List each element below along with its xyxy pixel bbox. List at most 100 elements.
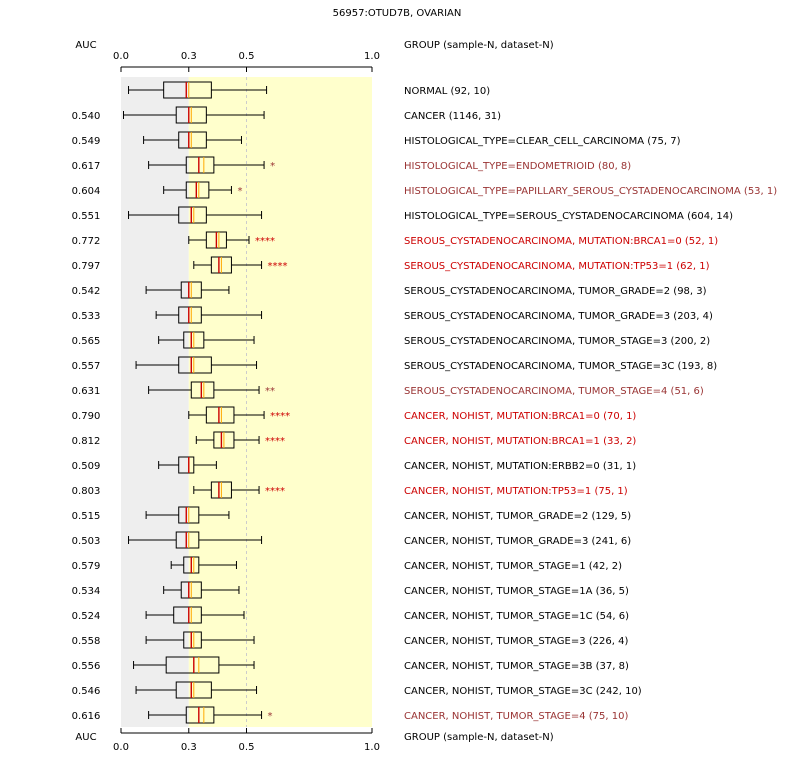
group-label: SEROUS_CYSTADENOCARCINOMA, MUTATION:TP53… <box>404 261 710 272</box>
row: 0.556 CANCER, NOHIST, TUMOR_STAGE=3B (37,… <box>72 656 629 674</box>
significance-stars: * <box>237 186 242 197</box>
group-label: CANCER, NOHIST, MUTATION:BRCA1=0 (70, 1) <box>404 411 636 422</box>
iqr-box <box>183 631 202 649</box>
group-label: CANCER, NOHIST, MUTATION:ERBB2=0 (31, 1) <box>404 461 636 472</box>
group-label: CANCER, NOHIST, TUMOR_STAGE=4 (75, 10) <box>404 711 628 722</box>
axis-tick-label: 0.0 <box>113 742 129 753</box>
auc-value: 0.556 <box>72 661 101 672</box>
significance-stars: * <box>270 161 275 172</box>
significance-stars: ** <box>265 386 275 397</box>
row: 0.534 CANCER, NOHIST, TUMOR_STAGE=1A (36,… <box>72 581 629 599</box>
row: 0.617 * HISTOLOGICAL_TYPE=ENDOMETRIOID (80… <box>72 156 631 174</box>
significance-stars: **** <box>265 436 285 447</box>
auc-value: 0.509 <box>72 461 101 472</box>
axis-tick-label: 0.5 <box>239 51 255 62</box>
row: 0.772 **** SEROUS_CYSTADENOCARCINOMA, MUTA… <box>72 231 718 249</box>
axis-tick-label: 0.5 <box>239 742 255 753</box>
row: 0.549 HISTOLOGICAL_TYPE=CLEAR_CELL_CARCIN… <box>72 131 681 149</box>
auc-value: 0.524 <box>72 611 101 622</box>
iqr-box <box>178 206 207 224</box>
iqr-box <box>163 81 212 99</box>
iqr-box <box>185 181 210 199</box>
auc-value: 0.803 <box>72 486 101 497</box>
bg-below-threshold <box>121 77 189 727</box>
iqr-box <box>178 456 195 474</box>
row: 0.604 * HISTOLOGICAL_TYPE=PAPILLARY_SEROUS… <box>72 181 777 199</box>
group-label: CANCER, NOHIST, TUMOR_STAGE=3B (37, 8) <box>404 661 629 672</box>
iqr-box <box>178 306 202 324</box>
x-axis-bottom: 0.0 0.3 0.5 1.0 <box>113 728 380 753</box>
auc-value: 0.542 <box>72 286 101 297</box>
row: 0.812 **** CANCER, NOHIST, MUTATION:BRCA1=… <box>72 431 636 449</box>
row: 0.515 CANCER, NOHIST, TUMOR_GRADE=2 (129,… <box>72 506 631 524</box>
auc-value: 0.631 <box>72 386 101 397</box>
row: 0.557 SEROUS_CYSTADENOCARCINOMA, TUMOR_ST… <box>72 356 717 374</box>
axis-tick-label: 0.3 <box>181 742 197 753</box>
row: 0.503 CANCER, NOHIST, TUMOR_GRADE=3 (241,… <box>72 531 631 549</box>
auc-value: 0.546 <box>72 686 101 697</box>
auc-value: 0.617 <box>72 161 101 172</box>
auc-header-bottom: AUC <box>75 732 96 743</box>
plot-background <box>121 77 372 727</box>
iqr-box <box>178 131 207 149</box>
row: 0.542 SEROUS_CYSTADENOCARCINOMA, TUMOR_GR… <box>72 281 707 299</box>
group-label: SEROUS_CYSTADENOCARCINOMA, TUMOR_STAGE=3… <box>404 336 710 347</box>
group-label: CANCER, NOHIST, TUMOR_STAGE=1A (36, 5) <box>404 586 629 597</box>
auc-value: 0.557 <box>72 361 101 372</box>
significance-stars: * <box>268 711 273 722</box>
iqr-box <box>185 706 215 724</box>
group-label: NORMAL (92, 10) <box>404 86 490 97</box>
group-label: HISTOLOGICAL_TYPE=CLEAR_CELL_CARCINOMA (… <box>404 136 681 147</box>
row: 0.546 CANCER, NOHIST, TUMOR_STAGE=3C (242… <box>72 681 642 699</box>
auc-value: 0.604 <box>72 186 101 197</box>
row: 0.551 HISTOLOGICAL_TYPE=SEROUS_CYSTADENOC… <box>72 206 733 224</box>
group-label: SEROUS_CYSTADENOCARCINOMA, TUMOR_GRADE=3… <box>404 311 713 322</box>
group-label: CANCER, NOHIST, TUMOR_STAGE=3 (226, 4) <box>404 636 628 647</box>
iqr-box <box>190 381 215 399</box>
group-label: HISTOLOGICAL_TYPE=SEROUS_CYSTADENOCARCIN… <box>404 211 733 222</box>
axis-tick-label: 0.0 <box>113 51 129 62</box>
group-label: HISTOLOGICAL_TYPE=ENDOMETRIOID (80, 8) <box>404 161 631 172</box>
group-label: CANCER, NOHIST, MUTATION:TP53=1 (75, 1) <box>404 486 628 497</box>
auc-value: 0.515 <box>72 511 101 522</box>
axis-tick-label: 1.0 <box>364 51 380 62</box>
iqr-box <box>165 656 220 674</box>
group-label: SEROUS_CYSTADENOCARCINOMA, MUTATION:BRCA… <box>404 236 718 247</box>
significance-stars: **** <box>270 411 290 422</box>
row: 0.565 SEROUS_CYSTADENOCARCINOMA, TUMOR_ST… <box>72 331 710 349</box>
auc-value: 0.579 <box>72 561 101 572</box>
box-rows: NORMAL (92, 10)0.540 CANCER (1146, 31)0.5… <box>72 81 777 724</box>
group-label: SEROUS_CYSTADENOCARCINOMA, TUMOR_STAGE=4… <box>404 386 704 397</box>
significance-stars: **** <box>255 236 275 247</box>
auc-value: 0.616 <box>72 711 101 722</box>
auc-header-top: AUC <box>75 40 96 51</box>
row: 0.803 **** CANCER, NOHIST, MUTATION:TP53=1… <box>72 481 628 499</box>
auc-value: 0.772 <box>72 236 101 247</box>
auc-value: 0.549 <box>72 136 101 147</box>
iqr-box <box>175 531 200 549</box>
auc-value: 0.790 <box>72 411 101 422</box>
group-label: CANCER, NOHIST, TUMOR_STAGE=3C (242, 10) <box>404 686 642 697</box>
row: 0.616 * CANCER, NOHIST, TUMOR_STAGE=4 (75,… <box>72 706 628 724</box>
group-label: CANCER, NOHIST, TUMOR_GRADE=3 (241, 6) <box>404 536 631 547</box>
group-label: CANCER, NOHIST, TUMOR_STAGE=1C (54, 6) <box>404 611 629 622</box>
iqr-box <box>173 606 202 624</box>
auc-value: 0.565 <box>72 336 101 347</box>
group-label: HISTOLOGICAL_TYPE=PAPILLARY_SEROUS_CYSTA… <box>404 186 777 197</box>
group-label: CANCER (1146, 31) <box>404 111 501 122</box>
iqr-box <box>178 356 212 374</box>
auc-value: 0.503 <box>72 536 101 547</box>
iqr-box <box>205 406 235 424</box>
row: 0.558 CANCER, NOHIST, TUMOR_STAGE=3 (226,… <box>72 631 628 649</box>
auc-value: 0.797 <box>72 261 101 272</box>
row: 0.509 CANCER, NOHIST, MUTATION:ERBB2=0 (3… <box>72 456 636 474</box>
significance-stars: **** <box>268 261 288 272</box>
auc-value: 0.551 <box>72 211 101 222</box>
group-header-bottom: GROUP (sample-N, dataset-N) <box>404 732 554 743</box>
row: 0.797 **** SEROUS_CYSTADENOCARCINOMA, MUTA… <box>72 256 710 274</box>
axis-tick-label: 1.0 <box>364 742 380 753</box>
x-axis-top: 0.0 0.3 0.5 1.0 <box>113 51 380 72</box>
group-label: SEROUS_CYSTADENOCARCINOMA, TUMOR_GRADE=2… <box>404 286 707 297</box>
iqr-box <box>185 156 215 174</box>
